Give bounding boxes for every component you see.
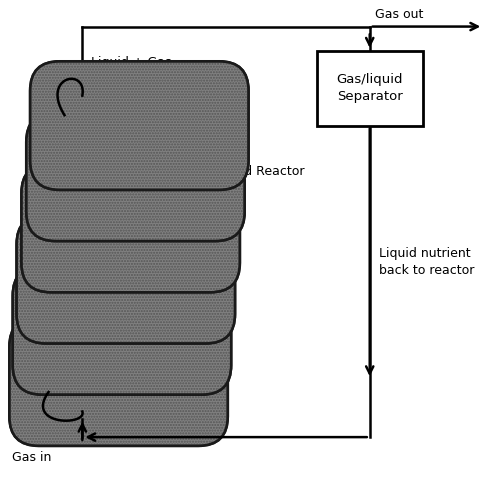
Text: Gas in: Gas in [12,451,51,464]
Bar [316,51,423,126]
FancyBboxPatch shape [26,113,244,241]
Text: Liquid + Gas: Liquid + Gas [91,56,172,69]
FancyBboxPatch shape [16,215,235,343]
Text: Gas out: Gas out [374,8,423,21]
Text: Liquid nutrient
back to reactor: Liquid nutrient back to reactor [380,247,475,277]
Text: Coiled Reactor: Coiled Reactor [213,166,304,178]
FancyBboxPatch shape [22,164,240,292]
FancyBboxPatch shape [10,317,228,446]
FancyBboxPatch shape [30,61,248,190]
Text: Packing rings: Packing rings [20,339,103,351]
Text: Gas/liquid
Separator: Gas/liquid Separator [336,73,403,103]
FancyBboxPatch shape [12,266,231,395]
